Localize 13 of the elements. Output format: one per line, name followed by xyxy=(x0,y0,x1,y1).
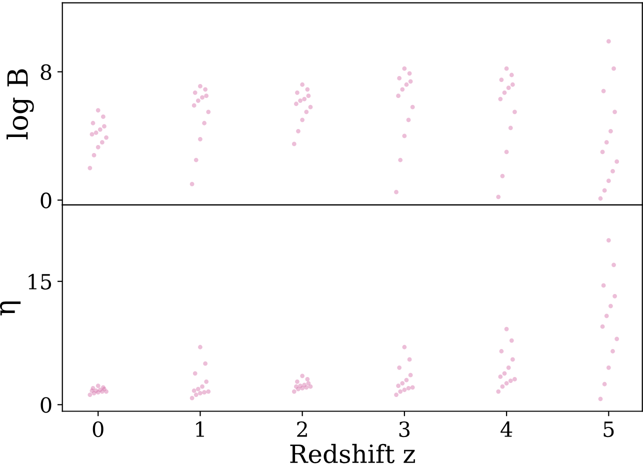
y-tick-label: 0 xyxy=(40,192,52,208)
y-axis-title: log B xyxy=(6,69,34,140)
y-tick-label: 8 xyxy=(40,64,52,80)
x-tick-label: 4 xyxy=(500,421,512,437)
y-tick-label: 0 xyxy=(40,397,52,413)
x-tick-label: 1 xyxy=(196,421,204,437)
y-axis-title: η xyxy=(0,302,21,316)
y-tick-label: 15 xyxy=(28,274,52,290)
x-axis-title: Redshift z xyxy=(290,444,415,464)
x-tick-label: 3 xyxy=(399,421,410,438)
x-tick-label: 2 xyxy=(297,421,307,437)
x-tick-label: 0 xyxy=(92,421,104,438)
x-tick-label: 5 xyxy=(604,422,614,438)
